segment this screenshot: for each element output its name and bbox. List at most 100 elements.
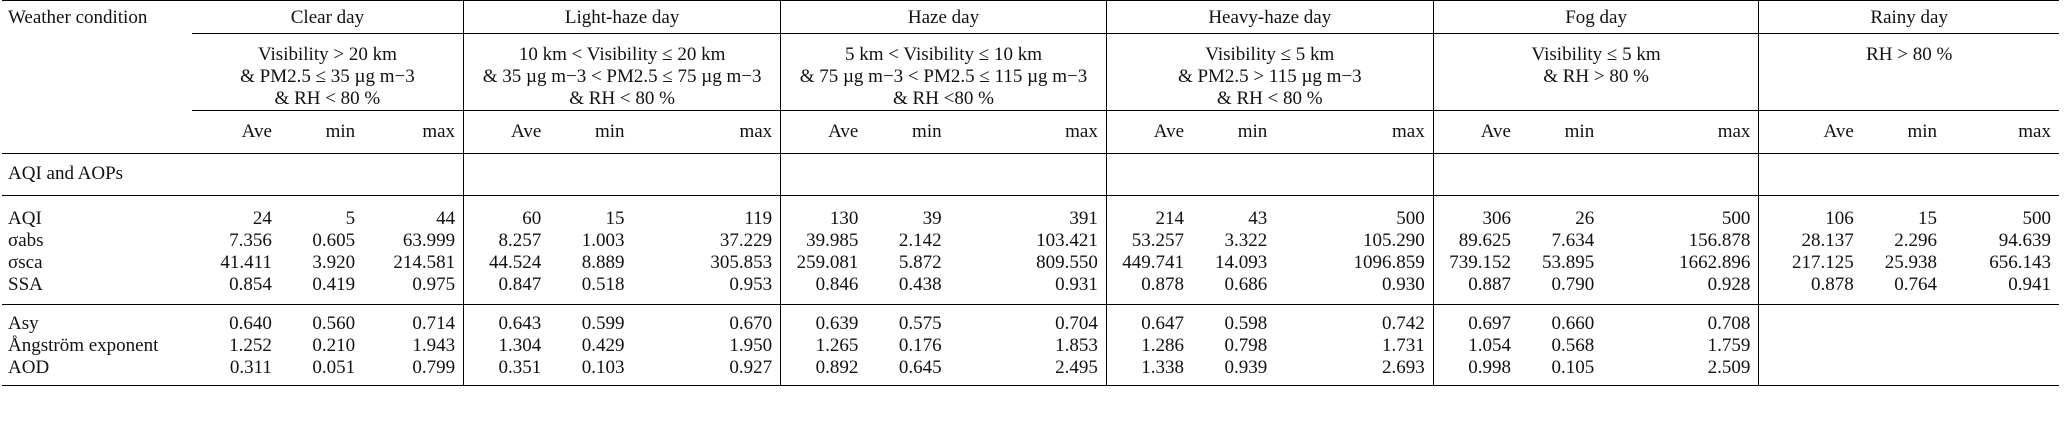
table-cell: 500 [1602, 195, 1760, 230]
table-cell: 0.790 [1518, 274, 1603, 305]
table-row: σsca 41.411 3.920 214.581 44.524 8.889 305.853… [2, 252, 2059, 274]
table-cell: 656.143 [1989, 252, 2051, 273]
table-cell: 0.051 [279, 357, 364, 386]
table-cell: 7.356 [229, 230, 272, 251]
table-cell: 500 [1275, 195, 1434, 230]
table-cell: 0.931 [949, 274, 1107, 305]
table-cell [1862, 305, 1945, 336]
criteria-light-haze: 10 km < Visibility ≤ 20 km & 35 µg m−3 <… [463, 33, 782, 111]
row-label-text: Ångström exponent [8, 335, 159, 356]
table-cell: 8.257 [498, 230, 542, 251]
table-row: Asy 0.640 0.560 0.714 0.643 0.599 0.670 0.639 0.… [2, 304, 2059, 336]
table-row: σabs 7.356 0.605 63.999 8.257 1.003 37.229 39.9… [2, 230, 2059, 252]
table-cell: 0.647 [1141, 313, 1185, 334]
table-cell: 2.296 [1894, 230, 1938, 251]
stat-header: max [1945, 110, 2059, 154]
table-cell: 0.798 [1224, 335, 1268, 356]
table-cell: 0.660 [1551, 313, 1595, 334]
table-cell: 0.975 [363, 274, 465, 305]
stat-header: max [363, 110, 465, 154]
table-cell: 39 [922, 208, 942, 229]
criteria-clear: Visibility > 20 km & PM2.5 ≤ 35 µg m−3 &… [191, 33, 465, 111]
criteria-line: 5 km < Visibility ≤ 10 km [844, 44, 1042, 65]
table-cell: 0.311 [191, 357, 280, 386]
table-cell: 0.697 [1468, 313, 1511, 334]
table-cell: 89.625 [1458, 230, 1511, 251]
table-cell: 449.741 [1122, 252, 1185, 273]
table-cell: 0.953 [632, 274, 782, 305]
table-cell: 0.103 [549, 357, 633, 386]
table-cell: 214 [1155, 208, 1185, 229]
section-spacer [780, 153, 1107, 196]
table-cell: 25.938 [1884, 252, 1938, 273]
condition-header-haze: Haze day [780, 0, 1107, 34]
criteria-haze: 5 km < Visibility ≤ 10 km & 75 µg m−3 < … [780, 33, 1107, 111]
table-cell: 739.152 [1449, 252, 1511, 273]
table-cell: 1.338 [1106, 357, 1193, 386]
section-spacer [1106, 153, 1434, 196]
table-cell: 0.847 [463, 274, 550, 305]
table-cell: 0.518 [549, 274, 633, 305]
row-label-text: AOD [8, 357, 50, 378]
table-cell: 1.003 [581, 230, 625, 251]
stat-header: max [1602, 110, 1760, 154]
table-cell: 809.550 [949, 252, 1107, 274]
table-cell: 5.872 [898, 252, 942, 273]
criteria-line: & 75 µg m−3 < PM2.5 ≤ 115 µg m−3 [799, 66, 1088, 87]
header-row-criteria: Visibility > 20 km & PM2.5 ≤ 35 µg m−3 &… [2, 33, 2059, 111]
condition-header-clear: Clear day [191, 0, 465, 34]
row-label: Asy [2, 305, 192, 336]
table-cell: 1.759 [1602, 335, 1760, 357]
criteria-line: & RH < 80 % [274, 88, 381, 109]
stat-header: min [1192, 110, 1276, 154]
row-label: Ångström exponent [2, 335, 192, 357]
table-cell: 500 [2022, 208, 2052, 229]
row-label: AOD [2, 357, 192, 386]
table-cell: 391 [949, 195, 1107, 230]
table-cell: 7.634 [1551, 230, 1595, 251]
table-cell: 0.560 [312, 313, 356, 334]
table-cell: 14.093 [1215, 252, 1268, 273]
table-cell: 0.704 [949, 304, 1107, 335]
table-cell [1862, 335, 1945, 357]
header-row-conditions: Weather condition Clear day Light-haze d… [2, 0, 2059, 154]
row-label: σsca [2, 252, 192, 274]
stat-header: max [949, 110, 1107, 154]
table-cell: 1.943 [363, 335, 465, 357]
table-cell: 1096.859 [1275, 252, 1434, 274]
table-cell [1945, 305, 2059, 336]
table-cell: 0.928 [1602, 274, 1760, 305]
table-cell: 0.639 [815, 313, 859, 334]
table-cell: 2.142 [898, 230, 942, 251]
stat-header: max [632, 110, 782, 154]
table-cell [1945, 335, 2059, 357]
criteria-line: & RH < 80 % [569, 88, 675, 109]
row-label: SSA [2, 274, 192, 305]
stat-header: Ave [191, 110, 280, 154]
table-cell: 0.105 [1518, 357, 1603, 386]
table-cell: 0.714 [363, 304, 465, 335]
table-cell: 3.322 [1224, 230, 1268, 251]
table-cell: 44.524 [489, 252, 542, 273]
condition-header-fog: Fog day [1433, 0, 1760, 34]
header-row-stats: Ave min max Ave min max Ave min max Ave … [2, 110, 2059, 154]
table-cell: 305.853 [632, 252, 782, 274]
stat-header: Ave [1106, 110, 1193, 154]
stat-header: Ave [1758, 110, 1862, 154]
table-cell: 156.878 [1602, 230, 1760, 252]
table-cell: 1.304 [498, 335, 542, 356]
table-cell: 0.686 [1192, 274, 1276, 305]
table-cell: 0.799 [363, 357, 465, 386]
stat-header: Ave [463, 110, 550, 154]
table-cell: 0.176 [898, 335, 942, 356]
table-cell: 0.645 [866, 357, 950, 386]
table-cell: 53.257 [1131, 230, 1185, 251]
table-cell: 15 [605, 208, 625, 229]
table-cell: 1.054 [1468, 335, 1511, 356]
criteria-line: & PM2.5 ≤ 35 µg m−3 [240, 66, 415, 87]
table-cell: 0.708 [1602, 304, 1760, 335]
criteria-line: Visibility ≤ 5 km [1531, 44, 1661, 65]
section-label: AQI and AOPs [2, 153, 192, 196]
criteria-fog: Visibility ≤ 5 km & RH > 80 % [1433, 33, 1760, 111]
table-cell: 0.764 [1861, 274, 1946, 305]
